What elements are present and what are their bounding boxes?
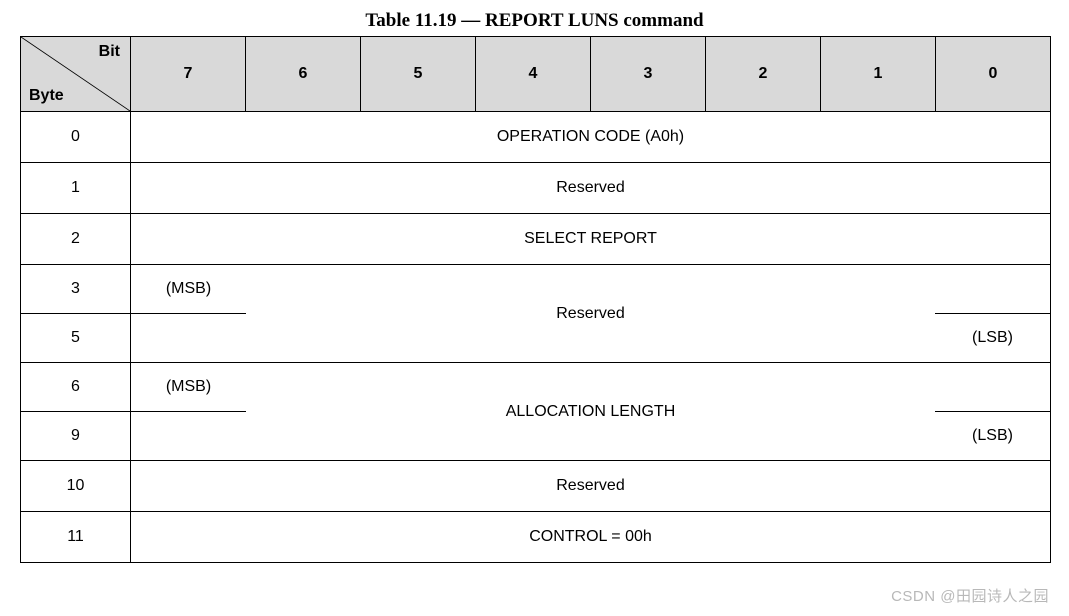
byte-index-top: 6 — [21, 363, 130, 412]
bit-col-3: 3 — [591, 37, 706, 112]
bit-col-2: 2 — [706, 37, 821, 112]
table-row: 0 OPERATION CODE (A0h) — [21, 112, 1051, 163]
table-row: 10 Reserved — [21, 461, 1051, 512]
corner-cell: Bit Byte — [21, 37, 131, 112]
table-row: 2 SELECT REPORT — [21, 214, 1051, 265]
byte-index: 10 — [21, 461, 131, 512]
table-title: Table 11.19 — REPORT LUNS command — [20, 10, 1049, 32]
byte-index-bot: 5 — [21, 314, 130, 362]
bit-col-6: 6 — [246, 37, 361, 112]
byte-index-range: 3 5 — [21, 265, 131, 363]
field-reserved: Reserved — [131, 461, 1051, 512]
field-reserved: Reserved — [131, 163, 1051, 214]
table-row: 11 CONTROL = 00h — [21, 512, 1051, 563]
byte-index-range: 6 9 — [21, 363, 131, 461]
field-label: ALLOCATION LENGTH — [131, 363, 1050, 460]
byte-index: 1 — [21, 163, 131, 214]
byte-index-top: 3 — [21, 265, 130, 314]
byte-index: 2 — [21, 214, 131, 265]
table-row: 1 Reserved — [21, 163, 1051, 214]
bit-col-0: 0 — [936, 37, 1051, 112]
field-allocation-length: (MSB) ALLOCATION LENGTH (LSB) — [131, 363, 1051, 461]
bit-col-4: 4 — [476, 37, 591, 112]
field-label: Reserved — [131, 265, 1050, 362]
report-luns-table: Bit Byte 7 6 5 4 3 2 1 0 0 OPERATION COD… — [20, 36, 1051, 563]
bit-col-7: 7 — [131, 37, 246, 112]
header-row: Bit Byte 7 6 5 4 3 2 1 0 — [21, 37, 1051, 112]
table-row: 6 9 (MSB) ALLOCATION LENGTH (LSB) — [21, 363, 1051, 461]
byte-index-bot: 9 — [21, 412, 130, 460]
bit-col-5: 5 — [361, 37, 476, 112]
field-reserved-range: (MSB) Reserved (LSB) — [131, 265, 1051, 363]
watermark: CSDN @田园诗人之园 — [891, 585, 1049, 606]
field-control: CONTROL = 00h — [131, 512, 1051, 563]
bit-col-1: 1 — [821, 37, 936, 112]
corner-byte-label: Byte — [29, 87, 64, 105]
lsb-marker: (LSB) — [935, 411, 1050, 460]
field-operation-code: OPERATION CODE (A0h) — [131, 112, 1051, 163]
lsb-marker: (LSB) — [935, 313, 1050, 362]
byte-index: 0 — [21, 112, 131, 163]
table-row: 3 5 (MSB) Reserved (LSB) — [21, 265, 1051, 363]
byte-index: 11 — [21, 512, 131, 563]
corner-bit-label: Bit — [99, 43, 120, 61]
field-select-report: SELECT REPORT — [131, 214, 1051, 265]
